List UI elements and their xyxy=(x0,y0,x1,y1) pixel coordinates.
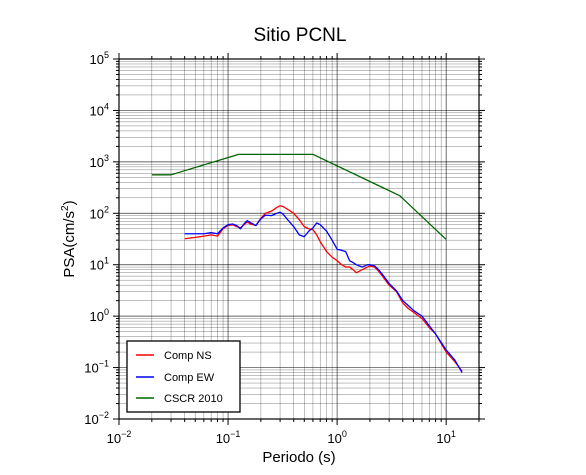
legend: Comp NS Comp EW CSCR 2010 xyxy=(126,340,241,413)
y-tick-label: 105 xyxy=(90,50,109,67)
grid xyxy=(118,58,480,420)
x-tick-label: 10−2 xyxy=(107,429,132,446)
x-tick-label: 10−1 xyxy=(216,429,241,446)
y-axis-label-main: PSA(cm/s xyxy=(61,211,78,278)
y-tick-label: 10−1 xyxy=(84,359,109,376)
y-tick-label: 10−2 xyxy=(84,410,109,427)
y-axis-label-superscript: 2 xyxy=(60,205,71,211)
chart-title: Sitio PCNL xyxy=(254,25,347,46)
legend-label-ew: Comp EW xyxy=(164,372,215,384)
x-tick-label: 100 xyxy=(327,429,346,446)
legend-label-ns: Comp NS xyxy=(164,350,212,362)
series-lines xyxy=(151,153,463,373)
y-tick-label: 101 xyxy=(90,256,109,273)
x-axis-label: Periodo (s) xyxy=(262,449,335,466)
plot-frame xyxy=(118,58,480,420)
legend-label-cscr: CSCR 2010 xyxy=(164,393,223,405)
x-tick-label: 101 xyxy=(436,429,455,446)
y-axis-label: PSA(cm/s2) xyxy=(60,200,78,277)
series-line-comp-ew xyxy=(184,211,463,373)
axis-ticks: 10−2 10−1 100 101 10−2 10−1 100 101 102 103 104 105 xyxy=(84,50,485,446)
y-axis-label-close: ) xyxy=(61,200,78,205)
series-line-cscr-2010 xyxy=(151,153,447,240)
y-tick-label: 102 xyxy=(90,204,109,221)
y-tick-label: 103 xyxy=(90,153,109,170)
y-tick-label: 100 xyxy=(90,307,109,324)
y-tick-label: 104 xyxy=(90,101,109,118)
